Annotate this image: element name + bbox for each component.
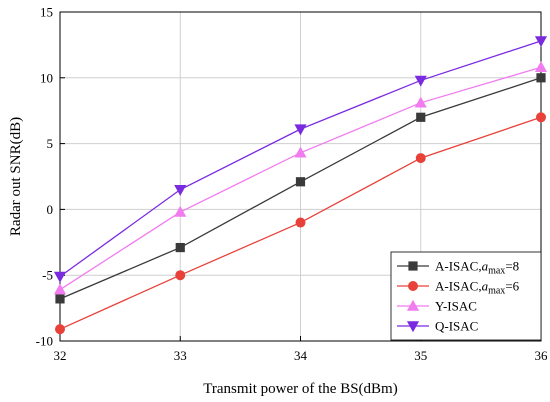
y-tick-label: 10 bbox=[40, 70, 53, 85]
y-tick-label: 15 bbox=[40, 5, 53, 20]
legend-entry: A-ISAC,amax=6 bbox=[397, 279, 520, 297]
series-3 bbox=[53, 61, 548, 295]
legend-entry: Y-ISAC bbox=[397, 299, 477, 314]
data-point bbox=[53, 271, 67, 283]
data-point bbox=[294, 146, 307, 158]
x-tick-label: 35 bbox=[414, 348, 427, 363]
legend-label: Y-ISAC bbox=[435, 299, 477, 314]
data-point bbox=[174, 184, 187, 196]
data-point bbox=[414, 96, 427, 108]
y-tick-label: -10 bbox=[36, 334, 53, 349]
axis-ticks: 32 33 34 35 36 -10 -5 0 5 10 15 bbox=[36, 5, 548, 364]
y-tick-label: -5 bbox=[42, 268, 53, 283]
data-point bbox=[55, 294, 65, 304]
data-point bbox=[414, 75, 427, 87]
data-point bbox=[175, 270, 186, 281]
data-point bbox=[536, 112, 547, 123]
data-point bbox=[536, 73, 546, 83]
series-4 bbox=[53, 36, 548, 283]
series-group bbox=[53, 36, 548, 335]
data-point bbox=[534, 36, 548, 48]
legend-entry: Q-ISAC bbox=[397, 319, 478, 334]
series-1 bbox=[55, 73, 546, 304]
legend-marker bbox=[406, 321, 420, 333]
data-point bbox=[53, 283, 67, 295]
legend: A-ISAC,amax=8 A-ISAC,amax=6 Y-ISAC Q-ISAC bbox=[390, 251, 542, 341]
series-2 bbox=[55, 112, 547, 335]
legend-marker bbox=[408, 261, 418, 271]
data-point bbox=[295, 177, 306, 187]
legend-label: Q-ISAC bbox=[435, 319, 478, 334]
x-axis-label: Transmit power of the BS(dBm) bbox=[203, 381, 397, 397]
data-point bbox=[416, 112, 426, 122]
data-point bbox=[294, 124, 307, 136]
data-point bbox=[174, 205, 187, 217]
x-tick-label: 34 bbox=[294, 348, 308, 363]
grid bbox=[60, 12, 541, 341]
legend-label: A-ISAC,amax=8 bbox=[435, 259, 519, 277]
x-tick-label: 33 bbox=[174, 348, 187, 363]
y-axis-label: Radar out SNR(dB) bbox=[8, 117, 24, 236]
legend-entry: A-ISAC,amax=8 bbox=[397, 259, 519, 277]
legend-label: A-ISAC,amax=6 bbox=[435, 279, 520, 297]
data-point bbox=[175, 242, 185, 253]
data-point bbox=[415, 153, 426, 164]
legend-marker bbox=[407, 280, 418, 291]
data-point bbox=[534, 61, 548, 72]
y-tick-label: 5 bbox=[47, 136, 54, 151]
data-point bbox=[55, 324, 66, 335]
legend-marker bbox=[406, 299, 420, 311]
data-point bbox=[295, 217, 306, 228]
x-tick-label: 32 bbox=[54, 348, 67, 363]
y-tick-label: 0 bbox=[47, 202, 54, 217]
x-tick-label: 36 bbox=[535, 348, 549, 363]
